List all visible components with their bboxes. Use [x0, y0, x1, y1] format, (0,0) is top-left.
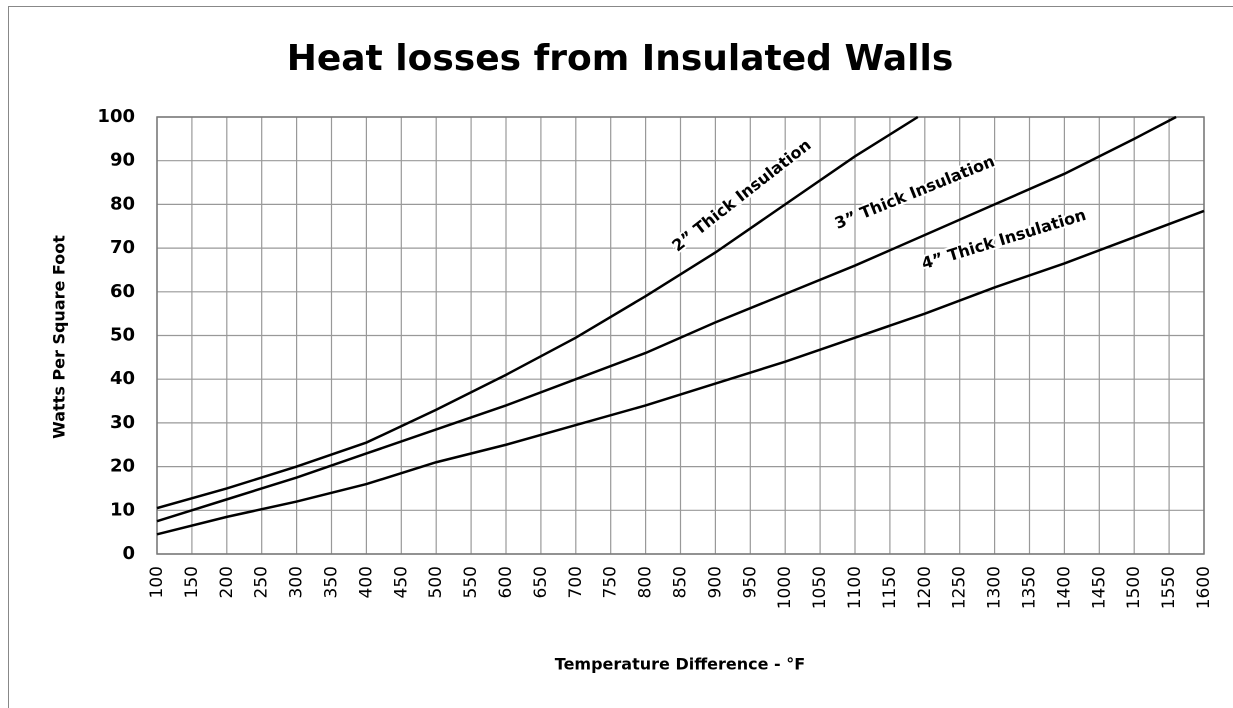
x-tick-label: 300	[287, 566, 307, 598]
x-tick-label: 1150	[880, 566, 900, 609]
x-tick-label: 450	[391, 566, 411, 598]
y-tick-label: 80	[110, 193, 135, 214]
x-tick-label: 700	[566, 566, 586, 598]
x-tick-label: 150	[182, 566, 202, 598]
x-tick-label: 600	[496, 566, 516, 598]
y-tick-label: 10	[110, 499, 135, 520]
x-tick-label: 1500	[1124, 566, 1144, 609]
x-tick-label: 1550	[1159, 566, 1179, 609]
x-tick-label: 100	[147, 566, 167, 598]
x-tick-label: 400	[356, 566, 376, 598]
x-tick-label: 1100	[845, 566, 865, 609]
y-tick-label: 30	[110, 412, 135, 433]
y-tick-label: 70	[110, 237, 135, 258]
x-tick-label: 1400	[1054, 566, 1074, 609]
y-axis-label: Watts Per Square Foot	[50, 235, 69, 439]
x-tick-label: 1000	[775, 566, 795, 609]
y-tick-label: 40	[110, 368, 135, 389]
x-tick-label: 200	[217, 566, 237, 598]
x-axis-label: Temperature Difference - °F	[555, 655, 805, 674]
series-line	[156, 209, 1205, 536]
x-tick-label: 800	[636, 566, 656, 598]
x-tick-label: 1050	[810, 566, 830, 609]
y-tick-label: 50	[110, 325, 135, 346]
y-tick-label: 0	[122, 543, 135, 564]
x-tick-label: 250	[252, 566, 272, 598]
x-tick-label: 850	[671, 566, 691, 598]
x-tick-label: 1600	[1194, 566, 1214, 609]
y-tick-label: 60	[110, 281, 135, 302]
x-tick-label: 500	[426, 566, 446, 598]
plot-border	[156, 116, 1205, 555]
x-tick-label: 1300	[985, 566, 1005, 609]
x-tick-label: 1200	[915, 566, 935, 609]
y-tick-label: 20	[110, 456, 135, 477]
x-tick-label: 1350	[1020, 566, 1040, 609]
x-tick-label: 950	[740, 566, 760, 598]
x-tick-label: 900	[705, 566, 725, 598]
y-tick-label: 100	[97, 106, 135, 127]
series-line	[156, 115, 919, 510]
chart-title: Heat losses from Insulated Walls	[287, 38, 954, 79]
x-tick-label: 1450	[1089, 566, 1109, 609]
x-tick-label: 650	[531, 566, 551, 598]
y-tick-label: 90	[110, 150, 135, 171]
x-tick-label: 750	[601, 566, 621, 598]
series-line	[156, 115, 1177, 523]
x-tick-label: 350	[322, 566, 342, 598]
x-tick-label: 550	[461, 566, 481, 598]
x-tick-label: 1250	[950, 566, 970, 609]
